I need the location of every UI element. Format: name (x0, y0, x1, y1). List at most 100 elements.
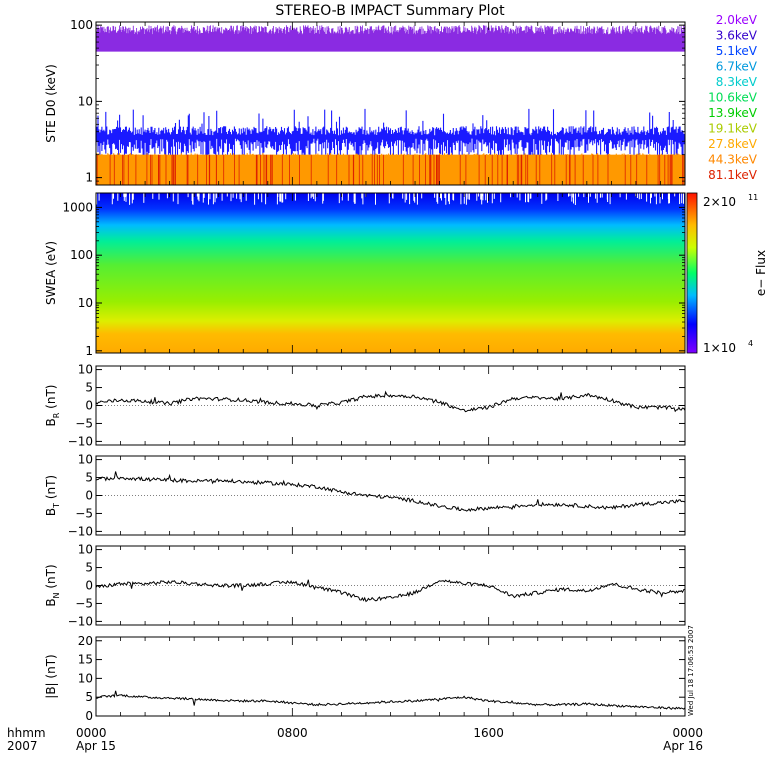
br-y-axis-label: BR (nT) (44, 385, 61, 427)
bn-y-tick-label: −10 (68, 614, 93, 628)
bn-y-tick-label: 0 (85, 579, 93, 593)
bn-y-axis-label: BN (nT) (44, 564, 61, 606)
ste-y-tick-label: 10 (78, 94, 93, 108)
bmag-series-line (96, 690, 686, 710)
ste-band-fill (96, 154, 685, 185)
bmag-y-ticks: 20 15 10 5 0 (78, 634, 685, 723)
bn-series-line (95, 579, 686, 603)
bt-y-axis-label: BT (nT) (44, 475, 61, 516)
bn-x-ticks (95, 546, 686, 625)
plot-title: STEREO-B IMPACT Summary Plot (275, 3, 505, 19)
x-axis-label-year: 2007 (7, 739, 38, 753)
x-tick-label-0800: 0800 (277, 726, 308, 740)
bt-y-tick-label: 5 (85, 471, 93, 485)
br-y-tick-label: 5 (85, 381, 93, 395)
bt-y-label-sub: T (52, 503, 61, 509)
bt-x-ticks (95, 456, 686, 535)
swea-y-tick-label: 100 (70, 248, 93, 262)
br-y-label-unit: (nT) (44, 385, 58, 413)
panel-bn: 10 5 0 −5 −10 BN (nT) (44, 543, 686, 628)
bmag-y-tick-label: 20 (78, 634, 93, 648)
legend-entry-10-6keV: 10.6keV (708, 91, 758, 105)
swea-x-ticks (95, 193, 686, 353)
x-tick-label-1600: 1600 (473, 726, 504, 740)
panel-br: 10 5 0 −5 −10 BR (nT) (44, 363, 686, 448)
colorbar-min-label: 1×10 (703, 341, 736, 355)
bt-y-tick-label: 10 (78, 453, 93, 467)
bmag-y-tick-label: 0 (85, 709, 93, 723)
colorbar-label: e− Flux (754, 250, 768, 296)
panel-bmag: 20 15 10 5 0 |B| (nT) (44, 634, 686, 723)
br-y-tick-label: 10 (78, 363, 93, 377)
generation-timestamp: Wed Jul 18 17:06:53 2007 (687, 625, 695, 716)
panel-swea: 2×10 11 1×10 4 e− Flux 1 10 100 1000 SWEA (eV) (44, 192, 768, 358)
bmag-x-ticks (95, 637, 686, 716)
bn-y-label-main: B (44, 598, 58, 606)
ste-band-marks (95, 25, 685, 52)
ste-band-81kev-marks (96, 154, 685, 185)
bn-y-tick-label: −5 (75, 596, 93, 610)
bn-y-label-unit: (nT) (44, 564, 58, 592)
swea-data-gaps (96, 193, 684, 205)
legend-entry-81-1keV: 81.1keV (708, 168, 758, 182)
bt-y-tick-label: 0 (85, 489, 93, 503)
ste-x-ticks (95, 22, 686, 185)
swea-spectrogram (96, 193, 685, 353)
x-tick-date-0000: Apr 15 (76, 739, 116, 753)
br-y-tick-label: −5 (75, 416, 93, 430)
br-y-label-sub: R (52, 412, 61, 418)
bn-y-tick-label: 5 (85, 561, 93, 575)
swea-y-axis-label: SWEA (eV) (44, 241, 58, 305)
legend-entry-6-7keV: 6.7keV (716, 60, 758, 74)
swea-y-tick-label: 1000 (62, 200, 93, 214)
swea-y-tick-label: 1 (85, 344, 93, 358)
legend-entry-2-0keV: 2.0keV (716, 13, 758, 27)
ste-band-2-0keV (95, 25, 685, 52)
x-tick-label-0000: 0000 (672, 726, 703, 740)
colorbar-min-exponent: 4 (748, 339, 753, 348)
bt-y-tick-label: −10 (68, 524, 93, 538)
ste-y-tick-label: 100 (70, 18, 93, 32)
ste-y-axis-label: STE D0 (keV) (44, 64, 58, 143)
bt-y-label-main: B (44, 508, 58, 516)
bt-y-tick-label: −5 (75, 506, 93, 520)
br-series-line (95, 390, 686, 413)
panel-bt: 10 5 0 −5 −10 BT (nT) (44, 453, 686, 538)
legend-entry-8-3keV: 8.3keV (716, 75, 758, 89)
swea-y-tick-label: 10 (78, 296, 93, 310)
swea-colorbar (686, 192, 698, 354)
bmag-y-tick-label: 15 (78, 653, 93, 667)
bn-y-tick-label: 10 (78, 543, 93, 557)
bmag-y-tick-label: 10 (78, 671, 93, 685)
legend-entry-19-1keV: 19.1keV (708, 122, 758, 136)
bmag-y-tick-label: 5 (85, 690, 93, 704)
bn-y-label-sub: N (52, 592, 61, 598)
ste-band-5-1keV (95, 108, 685, 159)
bt-y-label-unit: (nT) (44, 475, 58, 503)
ste-band-44-3keV (95, 153, 685, 185)
legend-entry-3-6keV: 3.6keV (716, 29, 758, 43)
br-y-ticks: 10 5 0 −5 −10 (68, 363, 685, 448)
legend-entry-44-3keV: 44.3keV (708, 153, 758, 167)
legend-entry-13-9keV: 13.9keV (708, 106, 758, 120)
legend-entry-27-8keV: 27.8keV (708, 137, 758, 151)
x-tick-label-0000: 0000 (76, 726, 107, 740)
br-y-tick-label: −10 (68, 434, 93, 448)
legend-entry-5-1keV: 5.1keV (716, 44, 758, 58)
br-y-label-main: B (44, 418, 58, 426)
x-axis-label-hhmm: hhmm (7, 726, 46, 740)
bt-series-line (95, 471, 686, 512)
colorbar-max-label: 2×10 (703, 195, 736, 209)
ste-y-tick-label: 1 (85, 171, 93, 185)
br-y-tick-label: 0 (85, 399, 93, 413)
bt-y-ticks: 10 5 0 −5 −10 (68, 453, 685, 538)
x-tick-date-0000: Apr 16 (663, 739, 703, 753)
br-x-ticks (95, 366, 686, 445)
